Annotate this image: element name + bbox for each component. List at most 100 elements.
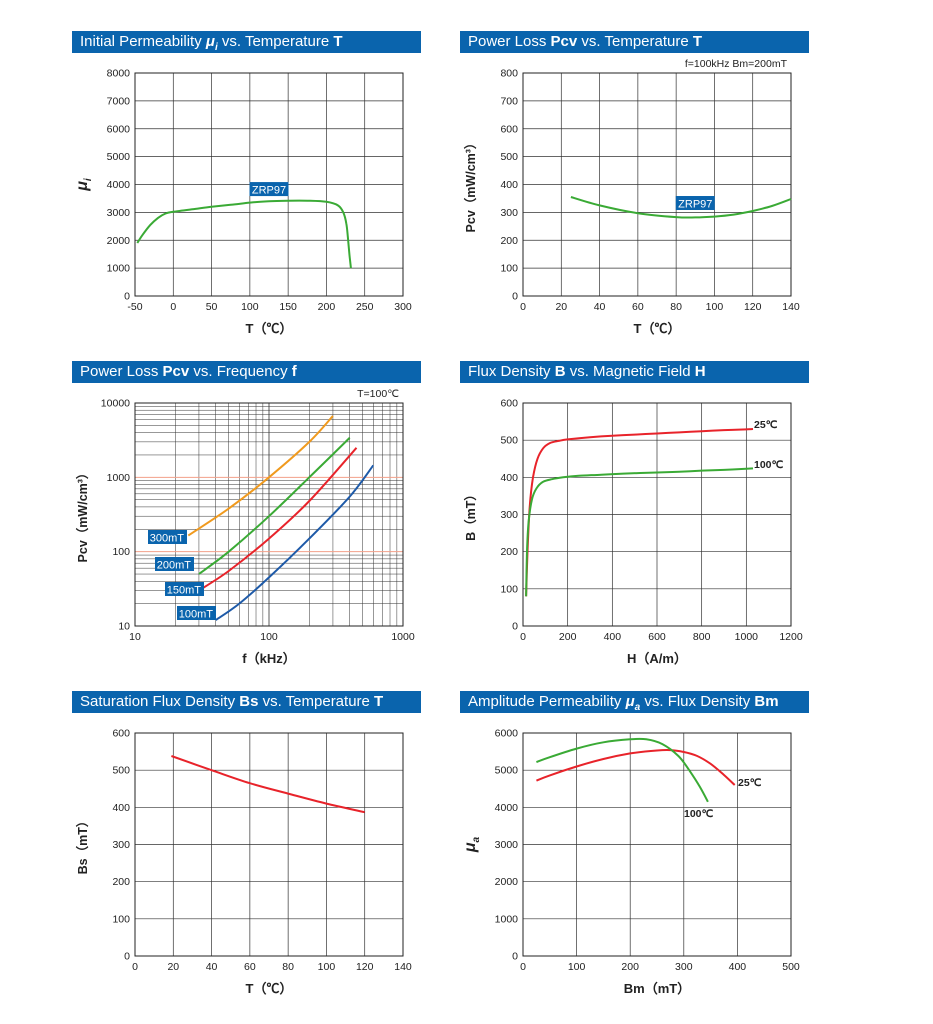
chart-6-title: Amplitude Permeability μa vs. Flux Densi… [460, 691, 809, 713]
plot-frame [522, 402, 792, 627]
x-tick-label: 800 [693, 631, 711, 643]
plot-frame [134, 732, 404, 957]
y-tick-label: 100 [500, 583, 518, 595]
series-line [215, 464, 375, 621]
y-tick-label: 600 [112, 728, 130, 740]
y-tick-label: 1000 [495, 913, 519, 925]
x-tick-label: 140 [394, 961, 412, 973]
y-tick-label: 10000 [101, 398, 130, 410]
series-line [570, 196, 792, 219]
y-tick-label: 0 [512, 291, 518, 303]
x-tick-label: 400 [729, 961, 747, 973]
x-tick-label: 40 [594, 301, 606, 313]
x-tick-label: 40 [206, 961, 218, 973]
y-tick-label: 5000 [107, 151, 131, 163]
x-tick-label: 60 [632, 301, 644, 313]
x-tick-label: 0 [170, 301, 176, 313]
y-tick-label: 8000 [107, 68, 131, 80]
y-tick-label: 600 [500, 398, 518, 410]
annotation-box [249, 182, 289, 197]
y-axis-label: Bs（mT） [75, 815, 90, 875]
y-tick-label: 800 [500, 68, 518, 80]
y-tick-label: 300 [112, 839, 130, 851]
x-axis-label: f（kHz） [242, 651, 295, 666]
y-tick-label: 7000 [107, 95, 131, 107]
x-tick-label: -50 [127, 301, 142, 313]
series-label: 25℃ [754, 419, 778, 431]
chart-3-title: Power Loss Pcv vs. Frequency f [72, 361, 421, 383]
y-tick-label: 600 [500, 123, 518, 135]
series-label: 100℃ [754, 459, 784, 471]
y-tick-label: 0 [124, 291, 130, 303]
series-label: 25℃ [738, 777, 762, 789]
y-tick-label: 4000 [495, 802, 519, 814]
x-tick-label: 300 [394, 301, 412, 313]
x-tick-label: 100 [241, 301, 259, 313]
series-label: 150mT [167, 585, 202, 597]
chart-4-title: Flux Density B vs. Magnetic Field H [460, 361, 809, 383]
x-axis-label: H（A/m） [627, 651, 687, 666]
series-line [198, 437, 351, 575]
series-label-box [165, 582, 204, 596]
series-label: 200mT [157, 560, 192, 572]
chart-1-title: Initial Permeability μi vs. Temperature … [72, 31, 421, 53]
y-tick-label: 4000 [107, 179, 131, 191]
x-tick-label: 400 [604, 631, 622, 643]
x-tick-label: 100 [568, 961, 586, 973]
chart-2-title: Power Loss Pcv vs. Temperature T [460, 31, 809, 53]
series-label-box [177, 606, 216, 620]
series-line [187, 415, 334, 537]
annotation-label: ZRP97 [678, 199, 712, 211]
plot-frame [522, 72, 792, 297]
y-tick-label: 700 [500, 95, 518, 107]
x-tick-label: 0 [132, 961, 138, 973]
series-label: 100℃ [684, 808, 714, 820]
y-axis-label: B（mT） [463, 488, 478, 541]
series-line [136, 199, 352, 269]
y-axis-label: Pcv（mW/cm³） [463, 137, 478, 233]
series-label-box [148, 530, 187, 544]
plot-frame [134, 72, 404, 297]
x-tick-label: 20 [555, 301, 567, 313]
x-axis-label: T（℃） [634, 321, 681, 336]
x-tick-label: 0 [520, 961, 526, 973]
x-tick-label: 80 [282, 961, 294, 973]
x-axis-label: Bm（mT） [624, 981, 690, 996]
x-tick-label: 50 [206, 301, 218, 313]
y-tick-label: 100 [500, 263, 518, 275]
conditions-label: T=100℃ [357, 388, 399, 400]
y-tick-label: 300 [500, 509, 518, 521]
series-line [525, 428, 754, 597]
x-tick-label: 120 [356, 961, 374, 973]
y-tick-label: 1000 [107, 472, 131, 484]
series-line [536, 748, 736, 786]
y-tick-label: 400 [500, 179, 518, 191]
y-tick-label: 2000 [495, 876, 519, 888]
y-tick-label: 3000 [495, 839, 519, 851]
plot-frame [522, 732, 792, 957]
series-line [198, 447, 358, 592]
x-tick-label: 600 [648, 631, 666, 643]
x-tick-label: 200 [559, 631, 577, 643]
series-label: 100mT [179, 609, 214, 621]
series-label: 300mT [150, 533, 185, 545]
y-tick-label: 200 [500, 235, 518, 247]
conditions-label: f=100kHz Bm=200mT [685, 58, 788, 70]
series-line [525, 467, 754, 597]
x-tick-label: 140 [782, 301, 800, 313]
x-tick-label: 80 [670, 301, 682, 313]
x-tick-label: 120 [744, 301, 762, 313]
y-axis-label: Pcv（mW/cm³） [75, 467, 90, 563]
y-tick-label: 400 [112, 802, 130, 814]
y-tick-label: 3000 [107, 207, 131, 219]
y-tick-label: 500 [500, 151, 518, 163]
x-tick-label: 0 [520, 301, 526, 313]
annotation-label: ZRP97 [252, 185, 286, 197]
x-tick-label: 200 [621, 961, 639, 973]
y-tick-label: 300 [500, 207, 518, 219]
y-tick-label: 400 [500, 472, 518, 484]
x-axis-label: T（℃） [246, 981, 293, 996]
